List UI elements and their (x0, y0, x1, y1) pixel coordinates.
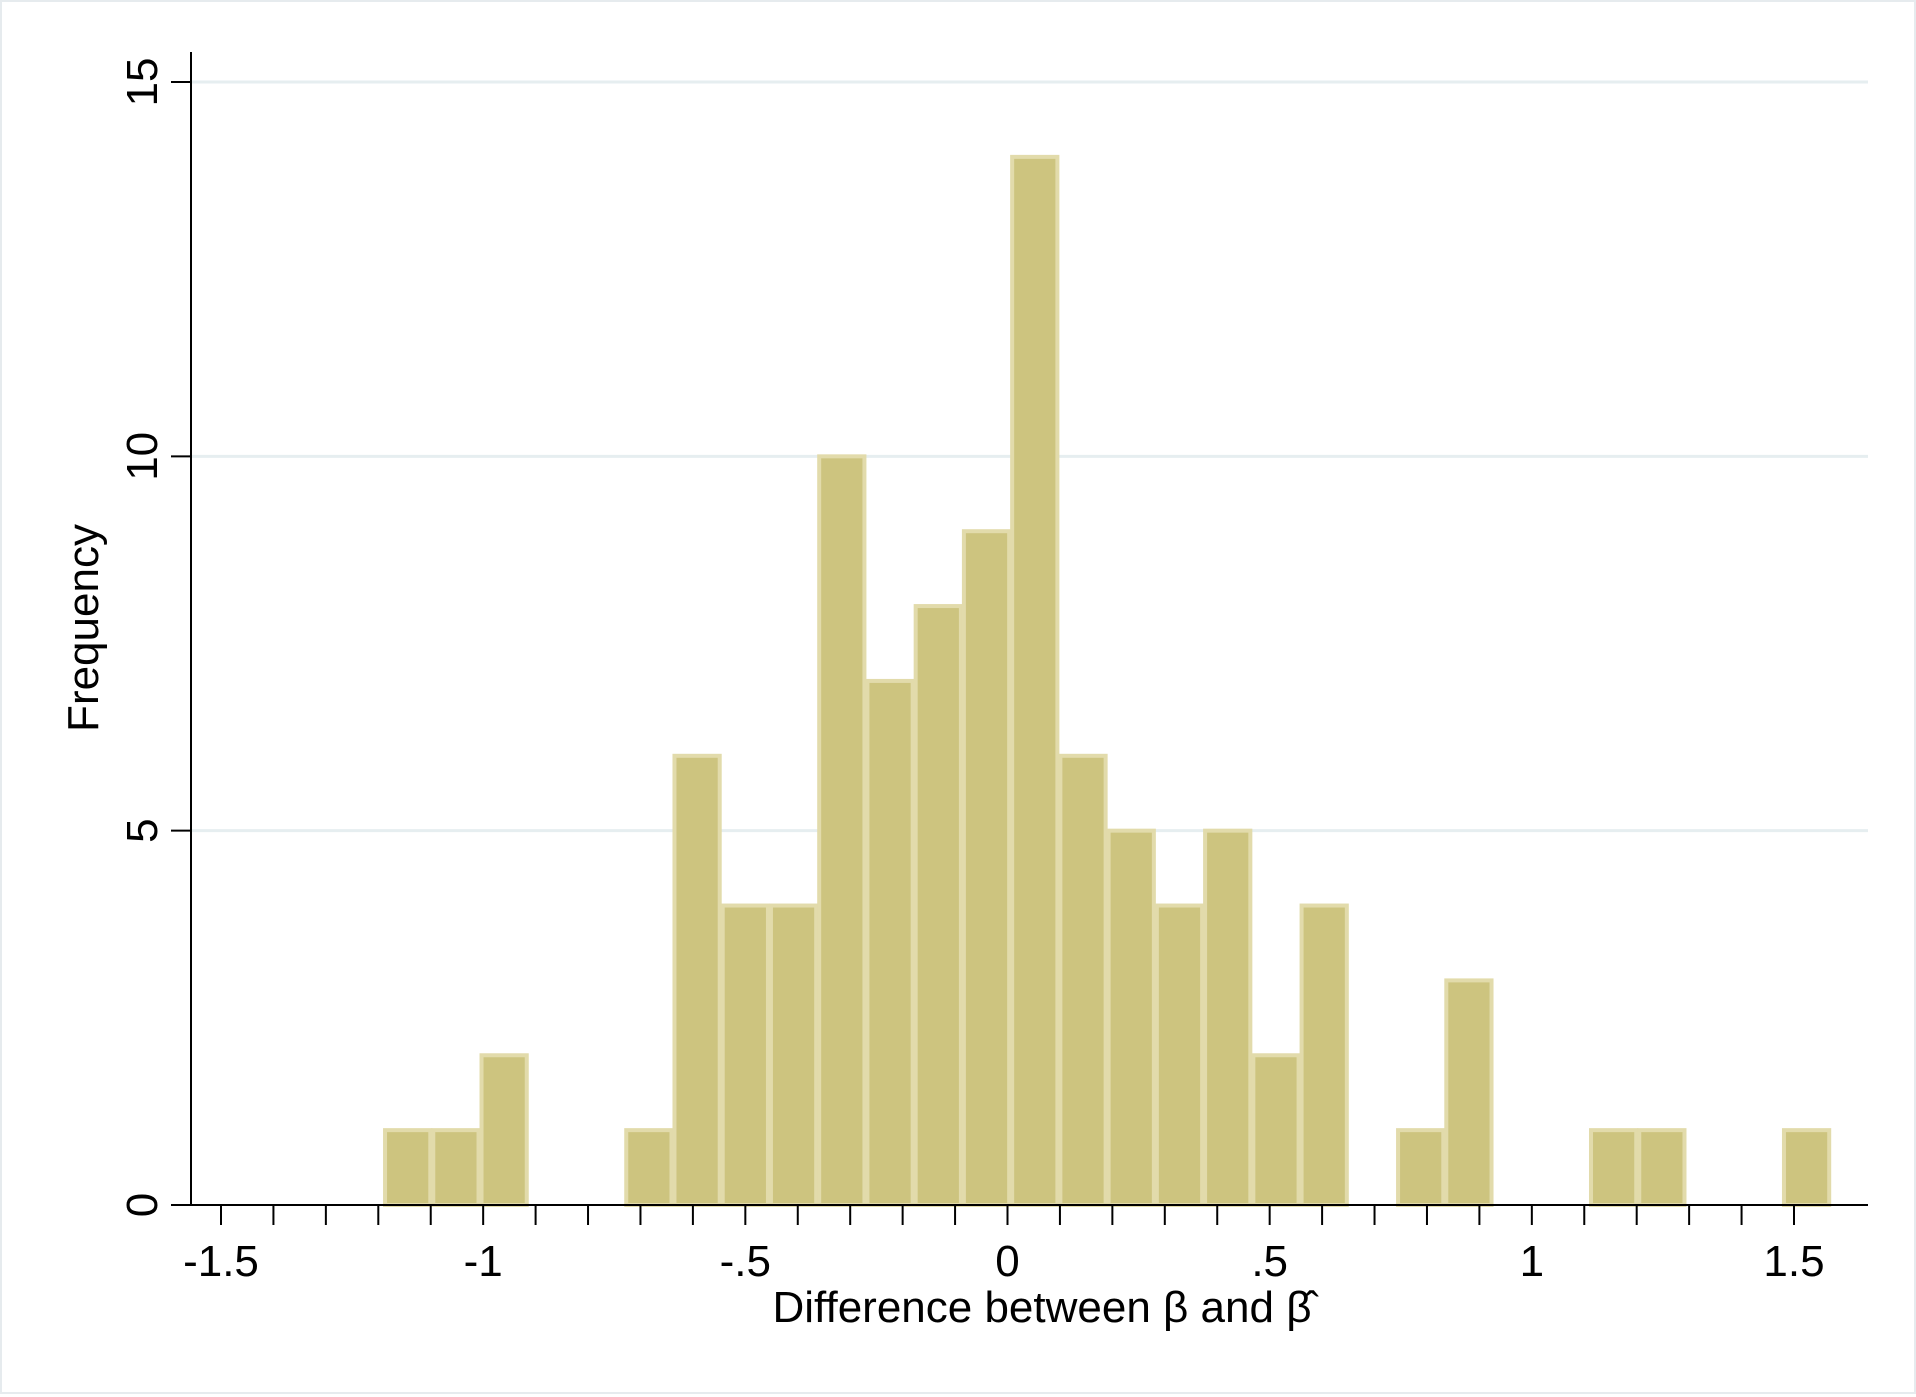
histogram-bar (768, 903, 819, 1207)
x-tick-label: -1 (464, 1237, 503, 1286)
histogram-bars (383, 154, 1832, 1208)
histogram-bar (913, 604, 963, 1207)
x-axis-title: Difference between β and β̂ (772, 1283, 1319, 1332)
histogram-bar (865, 678, 915, 1207)
axes (190, 52, 1868, 1206)
axis-ticks: -1.5 -1 -.5 0 .5 1 1.5 0 5 10 15 (118, 58, 1825, 1286)
histogram-bar (672, 753, 722, 1207)
histogram-bar (1637, 1128, 1687, 1207)
histogram-bar (431, 1128, 481, 1207)
histogram-bar (817, 454, 867, 1208)
histogram-bar (961, 529, 1012, 1207)
x-tick-label: 1.5 (1763, 1237, 1824, 1286)
histogram-bar (1589, 1128, 1639, 1207)
y-tick-label: 10 (118, 432, 167, 481)
histogram-bar (1106, 828, 1156, 1208)
y-tick-label: 15 (118, 58, 167, 107)
histogram-bar (1299, 903, 1349, 1207)
histogram-bar (479, 1053, 529, 1208)
x-tick-label: 1 (1520, 1237, 1544, 1286)
histogram-bar (1010, 154, 1060, 1207)
histogram-bar (1781, 1128, 1832, 1207)
histogram-bar (624, 1128, 674, 1207)
x-tick-label: -.5 (720, 1237, 771, 1286)
x-tick-label: 0 (995, 1237, 1019, 1286)
y-tick-label: 5 (118, 818, 167, 842)
histogram-bar (1203, 828, 1253, 1208)
histogram-bar (1058, 753, 1108, 1207)
histogram-bar (1251, 1053, 1301, 1208)
x-tick-label: .5 (1251, 1237, 1288, 1286)
histogram-bar (720, 903, 770, 1207)
x-tick-label: -1.5 (183, 1237, 259, 1286)
y-tick-label: 0 (118, 1193, 167, 1217)
histogram-bar (383, 1128, 433, 1207)
histogram-bar (1396, 1128, 1446, 1207)
histogram-bar (1154, 903, 1205, 1207)
y-axis-title: Frequency (59, 524, 108, 732)
histogram-bar (1444, 978, 1494, 1208)
